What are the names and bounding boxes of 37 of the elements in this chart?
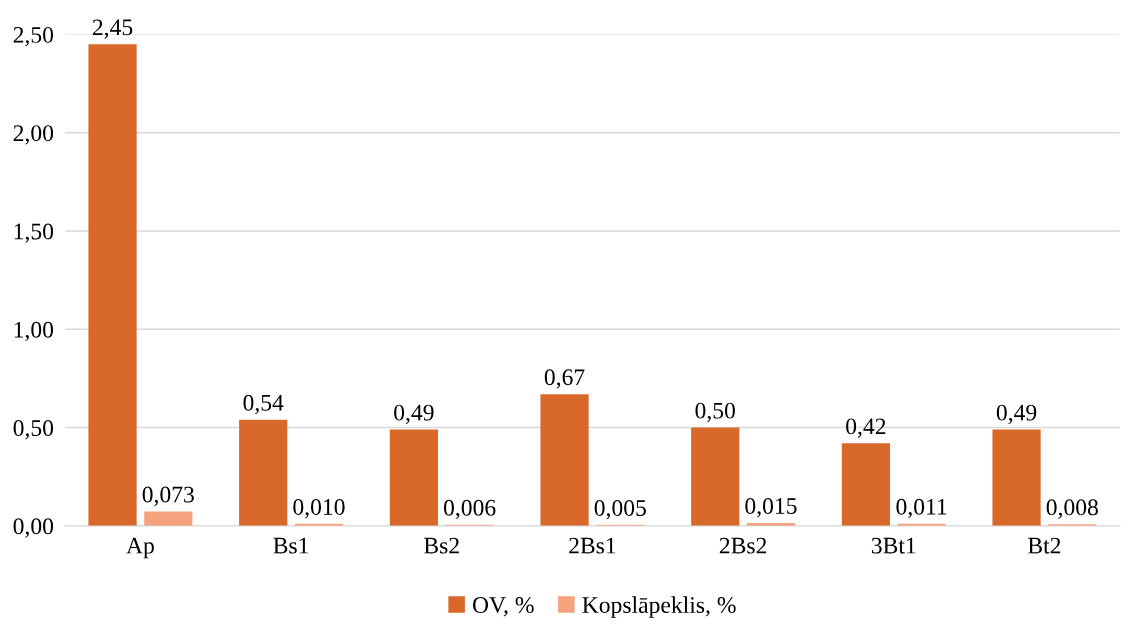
data-label: 0,54 bbox=[243, 394, 284, 415]
data-label: 0,010 bbox=[293, 498, 345, 519]
x-tick-label: 2Bs1 bbox=[569, 537, 616, 554]
y-tick-label: 1,00 bbox=[14, 321, 54, 342]
data-label: 0,49 bbox=[996, 404, 1037, 424]
data-label: 0,073 bbox=[142, 486, 194, 506]
bar bbox=[144, 511, 193, 526]
legend-label: Kopslāpeklis, % bbox=[582, 596, 736, 618]
bar bbox=[540, 394, 589, 526]
y-tick-label: 0,00 bbox=[13, 518, 54, 538]
data-label: 0,67 bbox=[544, 369, 585, 389]
data-label: 0,005 bbox=[594, 499, 646, 520]
x-tick-label: Bt2 bbox=[1028, 537, 1061, 554]
y-tick-label: 2,00 bbox=[13, 125, 54, 145]
legend-label: OV, % bbox=[472, 597, 534, 617]
x-tick-label: Bs2 bbox=[424, 537, 459, 554]
data-label: 0,011 bbox=[896, 498, 947, 519]
x-tick-label: 3Bt1 bbox=[871, 537, 916, 554]
data-label: 0,50 bbox=[695, 402, 735, 422]
bar bbox=[691, 427, 740, 526]
data-label: 2,45 bbox=[92, 19, 133, 39]
x-tick-label: Ap bbox=[126, 537, 154, 559]
x-tick-label: 2Bs2 bbox=[719, 537, 767, 554]
y-tick-label: 1,50 bbox=[14, 223, 54, 243]
bar bbox=[841, 443, 890, 526]
bar bbox=[88, 44, 137, 526]
x-tick-label: Bs1 bbox=[273, 537, 309, 554]
data-label: 0,006 bbox=[443, 499, 496, 520]
y-tick-label: 2,50 bbox=[13, 26, 54, 47]
bar bbox=[239, 419, 288, 526]
y-tick-label: 0,50 bbox=[13, 420, 54, 440]
data-label: 0,49 bbox=[394, 404, 434, 424]
data-label: 0,42 bbox=[846, 418, 886, 438]
bar bbox=[389, 429, 438, 526]
bar bbox=[992, 429, 1041, 526]
data-label: 0,015 bbox=[745, 498, 797, 518]
data-label: 0,008 bbox=[1046, 499, 1098, 519]
